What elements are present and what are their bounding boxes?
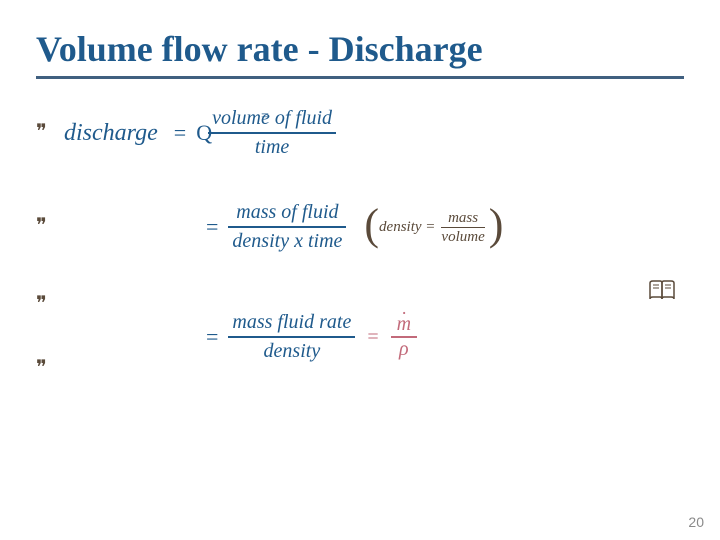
- m-dot: m: [391, 313, 417, 336]
- bullet-icon: ❞: [36, 122, 64, 142]
- paren-close: ): [489, 203, 504, 247]
- equals-sign: =: [206, 324, 218, 350]
- numerator: mass of fluid: [232, 201, 342, 226]
- denominator: density: [260, 338, 325, 363]
- equation-row-3: ❞ ❞ = mass fluid rate density = m ρ: [36, 295, 684, 379]
- page-title: Volume flow rate - Discharge: [36, 28, 684, 70]
- q-equals-overlay: =: [260, 109, 269, 125]
- discharge-label: discharge: [64, 120, 158, 147]
- fraction-volume-time: volume of fluid time =: [208, 107, 336, 159]
- density-label: density =: [379, 219, 435, 236]
- numerator: mass fluid rate: [228, 311, 355, 336]
- slide: Volume flow rate - Discharge ❞ discharge…: [0, 0, 720, 540]
- denominator: time: [251, 134, 293, 159]
- rho: ρ: [393, 338, 415, 361]
- denominator: volume: [441, 228, 484, 246]
- fraction-rate-density: mass fluid rate density: [228, 311, 355, 363]
- book-icon: [648, 278, 676, 309]
- book-svg: [648, 280, 676, 302]
- numerator: volume of fluid: [208, 107, 336, 132]
- density-definition: ( density = mass volume ): [364, 205, 503, 249]
- bullet-column: ❞ ❞: [36, 295, 64, 379]
- fraction-mass-density-time: mass of fluid density x time: [228, 201, 346, 253]
- page-number: 20: [688, 514, 704, 530]
- title-underline: [36, 76, 684, 79]
- equation-row-1: ❞ discharge = Q volume of fluid time =: [36, 107, 684, 159]
- bullet-icon: ❞: [36, 358, 64, 378]
- equation-row-2: ❞ = mass of fluid density x time ( densi…: [36, 201, 684, 253]
- equals-sign-result: =: [367, 326, 378, 349]
- bullet-icon: ❞: [36, 294, 64, 314]
- numerator: mass: [448, 209, 478, 227]
- bullet-icon: ❞: [36, 216, 64, 236]
- equals-sign: =: [206, 214, 218, 240]
- fraction-mass-volume: mass volume: [441, 209, 484, 246]
- denominator: density x time: [228, 228, 346, 253]
- paren-open: (: [364, 203, 379, 247]
- content-area: ❞ discharge = Q volume of fluid time = ❞…: [36, 107, 684, 379]
- fraction-m-rho: m ρ: [391, 313, 417, 361]
- equals-sign: =: [174, 120, 186, 146]
